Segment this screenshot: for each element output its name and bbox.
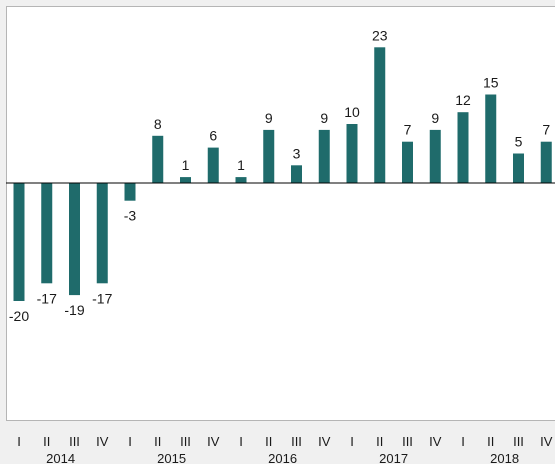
x-tick-label: I bbox=[17, 434, 21, 449]
bar bbox=[13, 183, 25, 301]
bar bbox=[485, 94, 497, 183]
x-tick-label: I bbox=[461, 434, 465, 449]
bar bbox=[346, 124, 358, 183]
bar bbox=[429, 129, 441, 183]
data-label: -19 bbox=[64, 302, 84, 318]
bar bbox=[152, 135, 164, 183]
bar bbox=[291, 165, 302, 183]
bar bbox=[318, 129, 330, 183]
x-tick-label: IV bbox=[429, 434, 442, 449]
x-tick-label: IV bbox=[318, 434, 331, 449]
x-tick-label: II bbox=[265, 434, 272, 449]
bar bbox=[124, 183, 136, 201]
year-label: 2015 bbox=[157, 451, 186, 464]
data-label: -17 bbox=[92, 290, 112, 306]
bar bbox=[69, 183, 80, 296]
x-tick-label: II bbox=[154, 434, 161, 449]
x-tick-label: I bbox=[239, 434, 243, 449]
data-label: 1 bbox=[182, 157, 190, 173]
year-label: 2016 bbox=[268, 451, 297, 464]
x-tick-label: III bbox=[402, 434, 413, 449]
bar bbox=[374, 47, 386, 183]
data-label: 9 bbox=[431, 110, 439, 126]
year-label: 2017 bbox=[379, 451, 408, 464]
data-label: 12 bbox=[455, 92, 471, 108]
bar bbox=[457, 112, 469, 183]
bar bbox=[180, 177, 191, 183]
bar bbox=[235, 177, 247, 183]
bar bbox=[41, 183, 53, 284]
x-tick-label: III bbox=[291, 434, 302, 449]
x-tick-label: IV bbox=[540, 434, 553, 449]
bar bbox=[263, 129, 275, 183]
x-tick-label: I bbox=[128, 434, 132, 449]
bar bbox=[96, 183, 108, 284]
x-tick-label: IV bbox=[96, 434, 109, 449]
data-label: 23 bbox=[372, 27, 388, 43]
year-label: 2014 bbox=[46, 451, 75, 464]
data-label: 7 bbox=[404, 122, 412, 138]
data-label: -20 bbox=[9, 308, 29, 324]
data-label: 7 bbox=[542, 122, 550, 138]
data-label: -17 bbox=[37, 290, 57, 306]
data-label: 9 bbox=[265, 110, 273, 126]
year-label: 2018 bbox=[490, 451, 519, 464]
x-tick-label: III bbox=[180, 434, 191, 449]
data-label: 8 bbox=[154, 116, 162, 132]
data-label: 9 bbox=[320, 110, 328, 126]
data-label: 10 bbox=[344, 104, 360, 120]
x-tick-label: III bbox=[69, 434, 80, 449]
data-label: 1 bbox=[237, 157, 245, 173]
x-tick-label: III bbox=[513, 434, 524, 449]
bar bbox=[402, 141, 413, 183]
data-label: -3 bbox=[124, 208, 137, 224]
x-tick-label: IV bbox=[207, 434, 220, 449]
data-label: 6 bbox=[209, 128, 217, 144]
x-tick-label: I bbox=[350, 434, 354, 449]
x-tick-label: II bbox=[376, 434, 383, 449]
bar bbox=[207, 147, 219, 183]
data-label: 15 bbox=[483, 75, 499, 91]
data-label: 5 bbox=[515, 134, 523, 150]
x-tick-label: II bbox=[43, 434, 50, 449]
bar bbox=[513, 153, 524, 183]
x-tick-label: II bbox=[487, 434, 494, 449]
bar bbox=[540, 141, 552, 183]
data-label: 3 bbox=[293, 145, 301, 161]
